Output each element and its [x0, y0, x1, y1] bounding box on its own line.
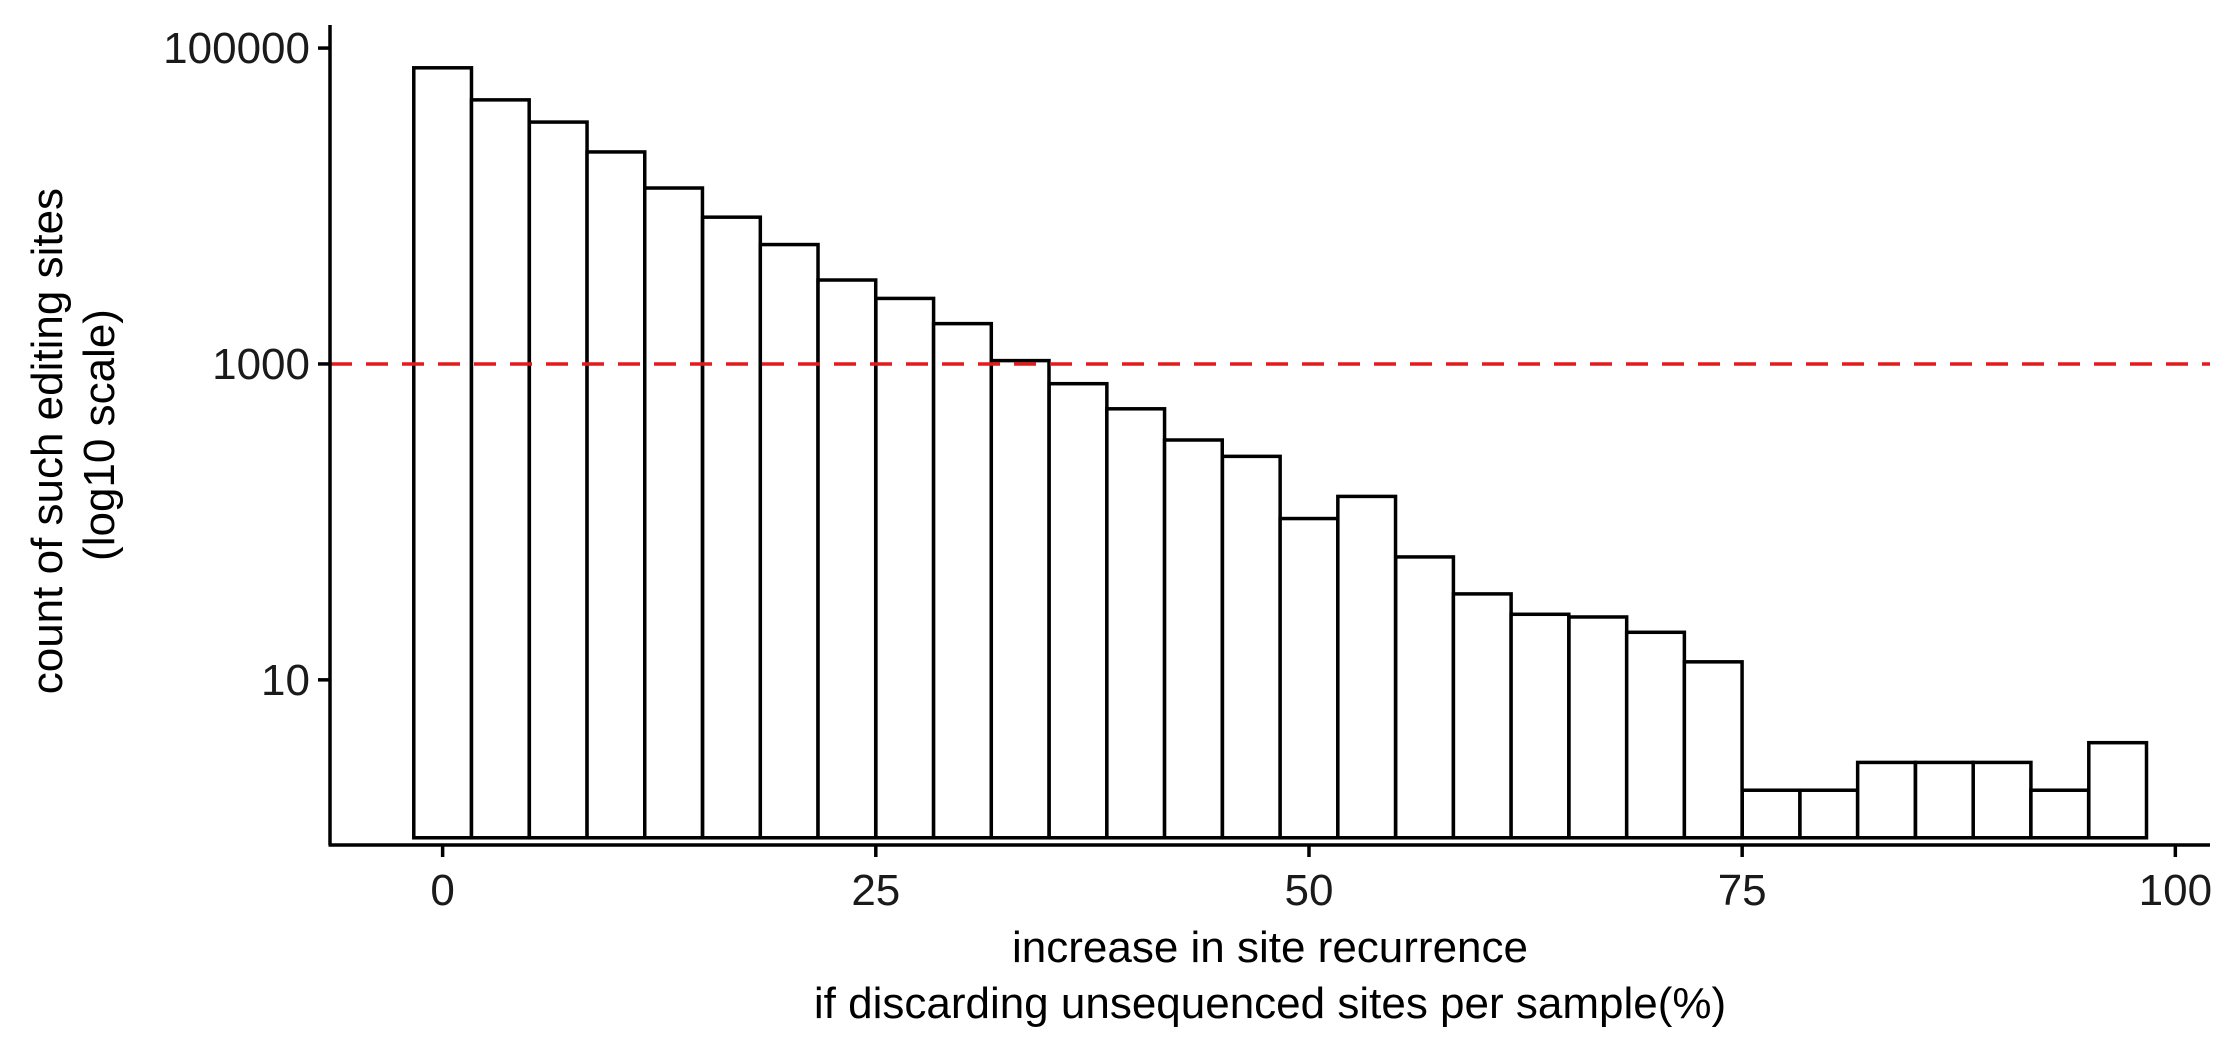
ticks-layer: 0 25 50 75 100 10 1000 100000 — [163, 24, 2212, 915]
y-tick-label: 10 — [261, 656, 310, 705]
histogram-bar — [527, 120, 589, 840]
histogram-bar — [412, 66, 474, 840]
histogram-bar — [931, 321, 994, 840]
histogram-bar — [874, 296, 936, 840]
histogram-bar — [700, 215, 763, 840]
bars-layer — [412, 66, 2149, 840]
histogram-bar — [643, 186, 705, 840]
histogram-bar — [816, 278, 878, 840]
histogram-bar — [1047, 381, 1109, 840]
histogram-bar — [1682, 660, 1744, 840]
x-tick-label: 50 — [1285, 866, 1334, 915]
histogram-bar — [469, 98, 531, 840]
histogram-bar — [1971, 760, 2033, 840]
histogram-bar — [1913, 760, 1975, 840]
histogram-bar — [1105, 407, 1167, 840]
histogram-bar — [2087, 740, 2149, 840]
histogram-bar — [1624, 630, 1687, 840]
x-axis-title-line-1: increase in site recurrence — [1012, 923, 1528, 972]
axes-layer — [328, 25, 2210, 847]
histogram-bar — [1393, 555, 1456, 840]
histogram-bar — [1798, 788, 1860, 840]
histogram-bar — [1509, 612, 1571, 840]
y-axis-title-line-1: count of such editing sites — [23, 188, 72, 694]
x-tick-label: 0 — [430, 866, 454, 915]
histogram-bar — [1740, 788, 1802, 840]
histogram-bar — [585, 150, 647, 840]
y-axis-title: count of such editing sites (log10 scale… — [23, 176, 124, 695]
y-axis-title-line-2: (log10 scale) — [75, 309, 124, 561]
histogram-bar — [2029, 788, 2091, 840]
histogram-bar — [1855, 760, 1918, 840]
histogram-bar — [1336, 494, 1398, 840]
histogram-bar — [989, 358, 1051, 840]
y-tick-label: 100000 — [163, 24, 310, 73]
y-tick-label: 1000 — [212, 340, 310, 389]
x-tick-label: 75 — [1718, 866, 1767, 915]
histogram-bar — [758, 242, 820, 840]
x-tick-label: 25 — [851, 866, 900, 915]
histogram-bar — [1162, 438, 1225, 840]
histogram-bar — [1451, 592, 1513, 840]
histogram-bar — [1278, 516, 1340, 840]
histogram-bar — [1567, 615, 1629, 840]
x-tick-label: 100 — [2139, 866, 2212, 915]
x-axis-title-line-2: if discarding unsequenced sites per samp… — [814, 979, 1726, 1028]
histogram-bar — [1220, 454, 1282, 840]
